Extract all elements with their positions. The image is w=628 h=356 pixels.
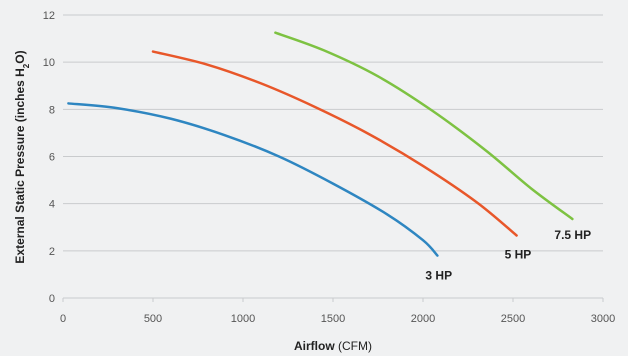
y-tick-label-10: 10 <box>43 57 55 69</box>
x-tick-label-2000: 2000 <box>411 313 435 325</box>
series-label-5-hp: 5 HP <box>505 248 532 262</box>
x-tick-label-2500: 2500 <box>501 313 525 325</box>
x-tick-labels: 0 500 1000 1500 2000 2500 3000 <box>60 313 615 325</box>
series-line-5-hp <box>151 50 518 237</box>
x-axis-title: Airflow (CFM) <box>294 339 372 353</box>
x-tick-label-1000: 1000 <box>231 313 255 325</box>
y-tick-label-2: 2 <box>49 246 55 258</box>
series-lines <box>67 31 574 257</box>
series-label-7-5-hp: 7.5 HP <box>554 228 591 242</box>
y-tick-label-8: 8 <box>49 104 55 116</box>
y-tick-label-0: 0 <box>49 293 55 305</box>
series-labels: 3 HP 5 HP 7.5 HP <box>425 228 591 283</box>
series-line-7-5-hp <box>274 31 574 221</box>
y-tick-label-12: 12 <box>43 10 55 22</box>
x-tick-label-500: 500 <box>144 313 162 325</box>
y-tick-label-4: 4 <box>49 199 55 211</box>
y-tick-labels: 0 2 4 6 8 10 12 <box>43 10 55 305</box>
series-label-3-hp: 3 HP <box>425 269 452 283</box>
x-tick-label-3000: 3000 <box>591 313 615 325</box>
x-tick-label-0: 0 <box>60 313 66 325</box>
x-tick-label-1500: 1500 <box>321 313 345 325</box>
series-line-3-hp <box>67 102 439 257</box>
y-tick-label-6: 6 <box>49 152 55 164</box>
y-axis-title: External Static Pressure (inches H2O) <box>13 50 31 263</box>
grid-lines <box>62 14 604 302</box>
